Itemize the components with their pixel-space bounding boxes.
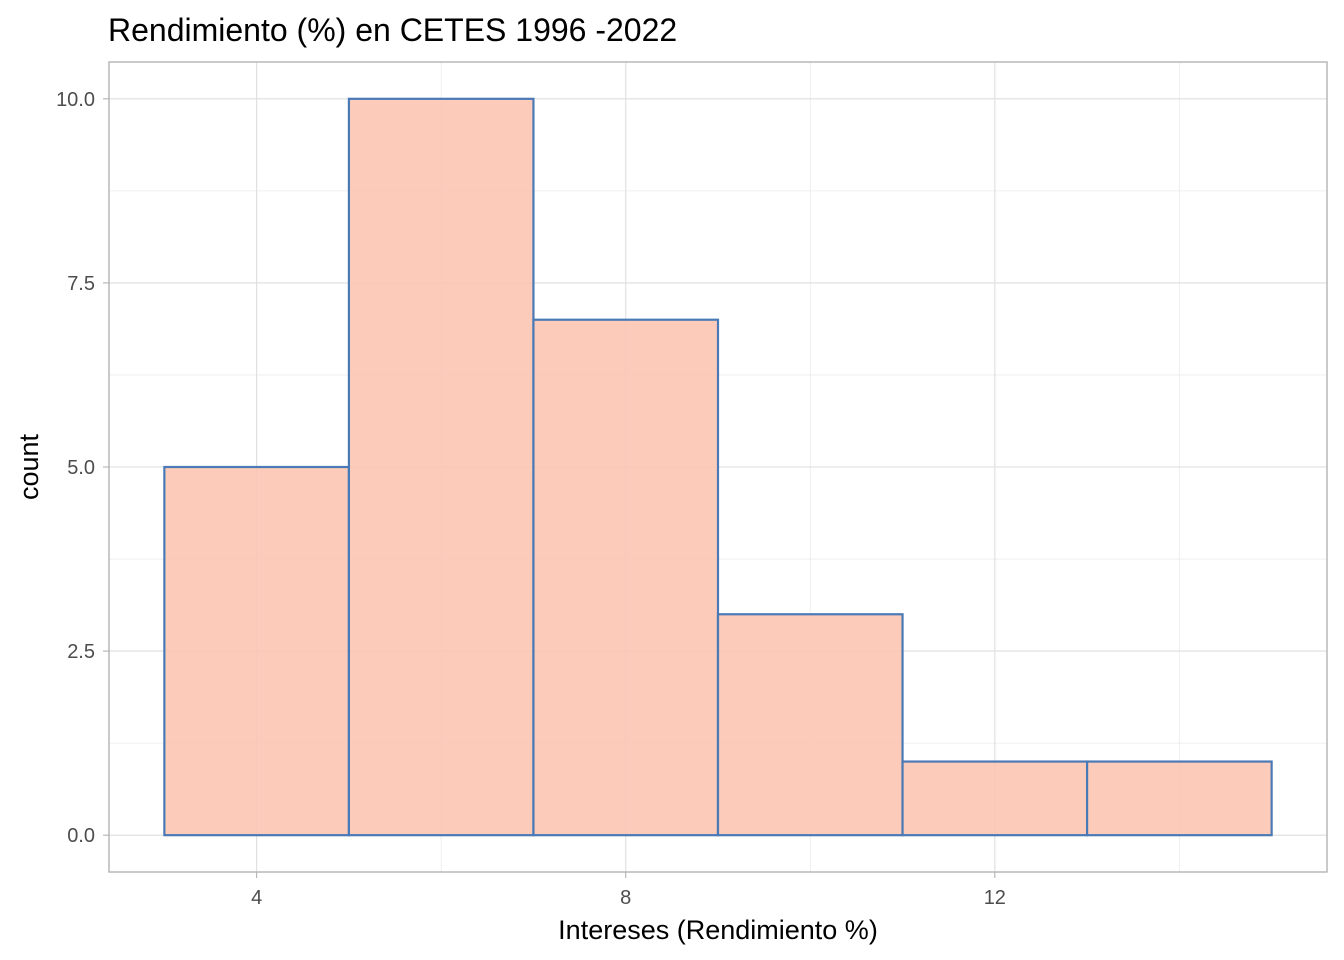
x-tick-label: 8: [620, 887, 631, 909]
x-tick-label: 12: [984, 887, 1006, 909]
chart-title: Rendimiento (%) en CETES 1996 -2022: [108, 12, 677, 48]
y-tick-label: 2.5: [67, 641, 95, 663]
y-tick-label: 10.0: [56, 89, 95, 111]
histogram-bar-1: [163, 465, 351, 837]
y-axis-title: count: [14, 433, 44, 500]
histogram-bar-6: [1085, 760, 1273, 837]
histogram-bar-2: [347, 97, 535, 837]
y-tick-label: 0.0: [67, 825, 95, 847]
bars: [163, 97, 1273, 837]
histogram-bar-4: [716, 613, 904, 837]
y-tick-label: 7.5: [67, 273, 95, 295]
histogram-bar-3: [532, 318, 720, 837]
x-tick-label: 4: [251, 887, 262, 909]
histogram-bar-5: [901, 760, 1089, 837]
axis-ticks: 0.0 2.5 5.0 7.5 10.0 4 8 12: [56, 89, 1006, 909]
y-tick-label: 5.0: [67, 457, 95, 479]
x-axis-title: Intereses (Rendimiento %): [558, 915, 878, 945]
